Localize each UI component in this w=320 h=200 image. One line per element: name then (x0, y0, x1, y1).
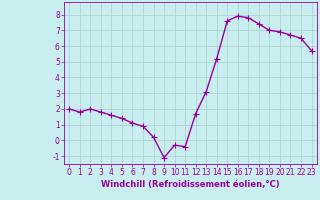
X-axis label: Windchill (Refroidissement éolien,°C): Windchill (Refroidissement éolien,°C) (101, 180, 280, 189)
